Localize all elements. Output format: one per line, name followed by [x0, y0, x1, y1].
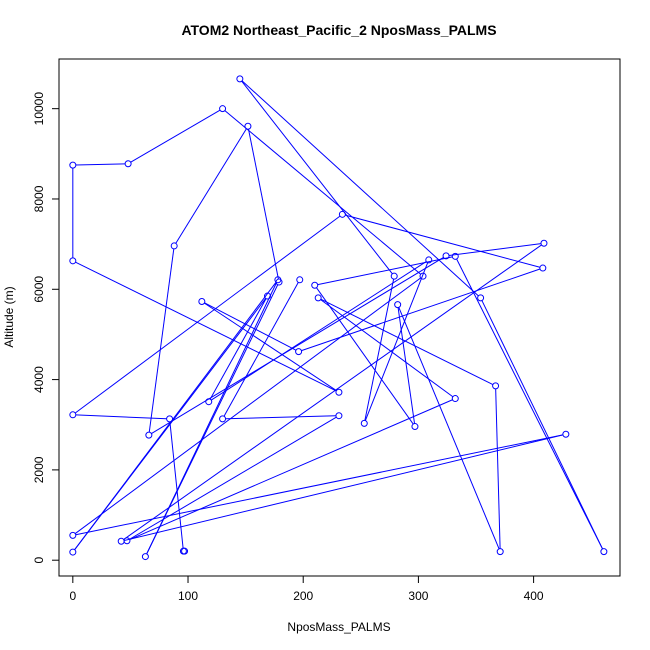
x-tick-label: 400 — [524, 589, 544, 603]
data-point — [69, 411, 77, 419]
data-point — [335, 412, 343, 420]
data-point — [69, 531, 77, 539]
data-point — [562, 430, 570, 438]
data-point — [219, 415, 227, 423]
chart-title: ATOM2 Northeast_Pacific_2 NposMass_PALMS — [181, 22, 496, 38]
data-point — [540, 239, 548, 247]
data-point — [539, 264, 547, 272]
data-point — [264, 292, 272, 300]
y-tick-label: 0 — [32, 557, 46, 564]
series-line-segment — [146, 282, 278, 555]
series-line-segment — [223, 282, 299, 417]
data-point — [123, 537, 131, 545]
series-line-segment — [123, 244, 542, 540]
x-axis-label: NposMass_PALMS — [287, 620, 390, 634]
data-point — [198, 297, 206, 305]
y-tick-label: 4000 — [32, 366, 46, 393]
data-point — [335, 388, 343, 396]
series-line-segment — [124, 434, 564, 542]
data-point — [442, 252, 450, 260]
data-point — [69, 257, 77, 265]
series-line-segment — [397, 307, 416, 424]
x-tick-label: 200 — [293, 589, 313, 603]
data-point — [236, 75, 244, 83]
series-line-segment — [130, 109, 221, 163]
x-tick-label: 0 — [69, 589, 76, 603]
series-lines — [72, 80, 604, 555]
y-tick-label: 10000 — [32, 92, 46, 126]
series-line-segment — [225, 415, 336, 420]
series-line-segment — [448, 243, 542, 256]
data-point — [600, 548, 608, 556]
data-point — [124, 160, 132, 168]
data-point — [145, 431, 153, 439]
series-line-segment — [320, 299, 454, 398]
data-point — [496, 548, 504, 556]
series-points — [69, 75, 608, 561]
series-line-segment — [75, 434, 564, 536]
series-line-segment — [481, 300, 604, 550]
data-point — [219, 105, 227, 113]
series-line-segment — [495, 388, 501, 549]
data-point — [360, 419, 368, 427]
series-line-segment — [129, 416, 337, 540]
series-line-segment — [75, 261, 337, 392]
data-point — [492, 382, 500, 390]
series-line-segment — [151, 256, 444, 435]
data-point — [411, 423, 419, 431]
y-tick-label: 8000 — [32, 185, 46, 212]
series-line-segment — [364, 279, 395, 421]
data-point — [338, 210, 346, 218]
data-point — [314, 294, 322, 302]
data-point — [141, 553, 149, 561]
series-line-segment — [148, 248, 175, 433]
series-line-segment — [209, 298, 267, 400]
series-line-segment — [74, 298, 267, 550]
series-line-segment — [316, 287, 414, 425]
series-line-segment — [345, 214, 541, 268]
data-point — [170, 242, 178, 250]
data-point — [451, 252, 459, 260]
data-point — [425, 256, 433, 264]
data-point — [179, 547, 187, 555]
data-point — [477, 294, 485, 302]
data-point — [166, 415, 174, 423]
x-axis: 0 100 200 300 400 — [69, 575, 544, 603]
series-line-segment — [175, 128, 247, 244]
series-line-segment — [211, 261, 427, 401]
series-line-segment — [248, 129, 279, 280]
series-line-segment — [224, 110, 422, 275]
series-line-segment — [204, 302, 337, 391]
data-point — [69, 548, 77, 556]
data-point — [394, 301, 402, 309]
data-point — [390, 272, 398, 280]
data-point — [419, 272, 427, 280]
series-line-segment — [129, 399, 453, 541]
data-point — [244, 122, 252, 130]
x-tick-label: 300 — [408, 589, 428, 603]
series-line-segment — [317, 256, 453, 286]
series-line-segment — [364, 262, 429, 421]
series-line-segment — [398, 307, 500, 550]
data-point — [311, 281, 319, 289]
series-line-segment — [241, 80, 393, 275]
y-tick-label: 6000 — [32, 276, 46, 303]
y-tick-label: 2000 — [32, 456, 46, 483]
data-point — [205, 398, 213, 406]
data-point — [451, 395, 459, 403]
series-line-segment — [75, 163, 126, 166]
series-line-segment — [456, 258, 603, 550]
x-tick-label: 100 — [178, 589, 198, 603]
series-line-segment — [320, 298, 494, 386]
data-point — [69, 161, 77, 169]
y-axis: 0 2000 4000 6000 8000 10000 — [32, 92, 60, 564]
data-point — [296, 276, 304, 284]
y-axis-label: Altitude (m) — [2, 286, 16, 347]
series-line-segment — [74, 215, 341, 414]
data-point — [274, 276, 282, 284]
data-point — [295, 348, 303, 356]
